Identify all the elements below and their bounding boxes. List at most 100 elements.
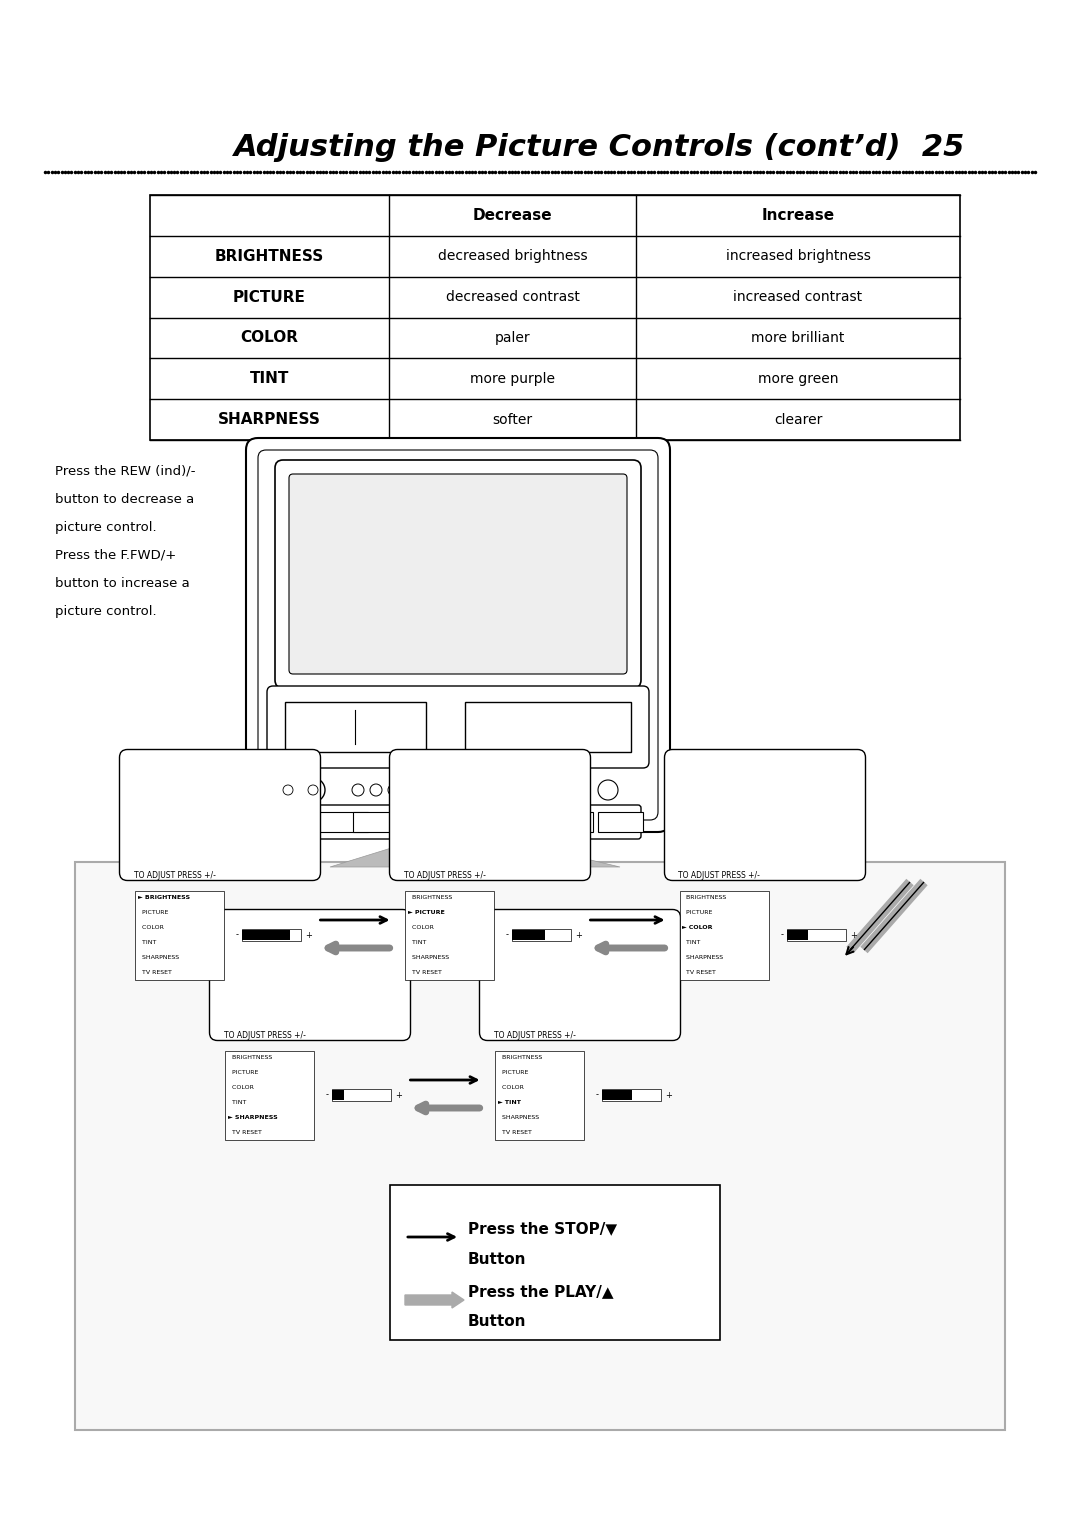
Bar: [242, 929, 301, 941]
Text: Press the REW (ind)/-: Press the REW (ind)/-: [55, 465, 195, 477]
Text: ► TINT: ► TINT: [498, 1100, 521, 1106]
Bar: [390, 1185, 720, 1340]
FancyBboxPatch shape: [246, 438, 670, 833]
Text: Press the STOP/▼: Press the STOP/▼: [468, 1222, 617, 1237]
Text: +: +: [576, 930, 582, 939]
Text: BRIGHTNESS: BRIGHTNESS: [407, 895, 451, 900]
FancyBboxPatch shape: [276, 816, 350, 833]
Text: PICTURE: PICTURE: [233, 290, 306, 305]
Text: softer: softer: [492, 413, 532, 427]
Text: +: +: [306, 930, 312, 939]
Text: button to increase a: button to increase a: [55, 576, 190, 590]
Text: SHARPNESS: SHARPNESS: [137, 955, 178, 959]
Bar: [353, 811, 403, 833]
Text: -: -: [235, 930, 239, 939]
Text: more green: more green: [758, 372, 838, 386]
Text: TINT: TINT: [407, 939, 426, 946]
Text: TINT: TINT: [683, 939, 701, 946]
Text: COLOR: COLOR: [228, 1086, 254, 1090]
Text: clearer: clearer: [773, 413, 822, 427]
Text: picture control.: picture control.: [55, 605, 157, 618]
FancyBboxPatch shape: [267, 686, 649, 769]
Text: Increase: Increase: [761, 207, 835, 223]
Bar: [603, 1090, 632, 1100]
Text: ► COLOR: ► COLOR: [683, 926, 713, 930]
Text: COLOR: COLOR: [241, 331, 298, 346]
Text: BRIGHTNESS: BRIGHTNESS: [498, 1055, 542, 1060]
Text: increased brightness: increased brightness: [726, 249, 870, 264]
FancyBboxPatch shape: [275, 461, 642, 688]
Text: SHARPNESS: SHARPNESS: [498, 1115, 539, 1119]
Text: +: +: [665, 1090, 672, 1100]
Text: Button: Button: [468, 1252, 527, 1266]
Bar: [787, 930, 808, 939]
Bar: [150, 195, 960, 441]
Text: -: -: [325, 1090, 328, 1100]
Text: TO ADJUST PRESS +/-: TO ADJUST PRESS +/-: [404, 871, 485, 880]
Text: PICTURE: PICTURE: [498, 1071, 528, 1075]
FancyBboxPatch shape: [480, 909, 680, 1040]
Bar: [225, 1051, 313, 1139]
Text: PICTURE: PICTURE: [137, 910, 167, 915]
Text: SHARPNESS: SHARPNESS: [218, 412, 321, 427]
Text: decreased brightness: decreased brightness: [437, 249, 588, 264]
Text: Decrease: Decrease: [473, 207, 552, 223]
Bar: [285, 702, 426, 752]
Text: more brilliant: more brilliant: [752, 331, 845, 345]
Text: ► SHARPNESS: ► SHARPNESS: [228, 1115, 278, 1119]
Text: picture control.: picture control.: [55, 522, 157, 534]
Text: TO ADJUST PRESS +/-: TO ADJUST PRESS +/-: [494, 1031, 576, 1040]
Text: ► BRIGHTNESS: ► BRIGHTNESS: [137, 895, 190, 900]
Text: SHARPNESS: SHARPNESS: [683, 955, 724, 959]
Text: COLOR: COLOR: [407, 926, 433, 930]
Bar: [135, 891, 224, 979]
Text: TV RESET: TV RESET: [498, 1130, 531, 1135]
Text: TINT: TINT: [137, 939, 156, 946]
Text: TV RESET: TV RESET: [683, 970, 716, 974]
FancyBboxPatch shape: [390, 749, 591, 880]
Bar: [598, 811, 643, 833]
Bar: [495, 1051, 583, 1139]
Text: TINT: TINT: [228, 1100, 246, 1106]
Text: COLOR: COLOR: [137, 926, 163, 930]
Text: -: -: [780, 930, 783, 939]
Text: Adjusting the Picture Controls (cont’d)  25: Adjusting the Picture Controls (cont’d) …: [234, 134, 966, 163]
Text: TV RESET: TV RESET: [137, 970, 172, 974]
FancyArrow shape: [405, 1292, 464, 1308]
Text: +: +: [395, 1090, 402, 1100]
Bar: [548, 811, 593, 833]
Text: TO ADJUST PRESS +/-: TO ADJUST PRESS +/-: [678, 871, 760, 880]
Bar: [679, 891, 769, 979]
Bar: [512, 929, 571, 941]
Text: button to decrease a: button to decrease a: [55, 493, 194, 506]
Polygon shape: [330, 833, 620, 868]
Text: PICTURE: PICTURE: [228, 1071, 258, 1075]
Bar: [603, 1089, 661, 1101]
Bar: [333, 1089, 391, 1101]
Text: SHARPNESS: SHARPNESS: [407, 955, 448, 959]
Bar: [405, 891, 494, 979]
Bar: [787, 929, 847, 941]
FancyBboxPatch shape: [120, 749, 321, 880]
Text: Press the F.FWD/+: Press the F.FWD/+: [55, 549, 176, 563]
Bar: [318, 811, 368, 833]
FancyBboxPatch shape: [664, 749, 865, 880]
Text: TV RESET: TV RESET: [228, 1130, 261, 1135]
Text: TO ADJUST PRESS +/-: TO ADJUST PRESS +/-: [134, 871, 215, 880]
Bar: [465, 702, 631, 752]
FancyBboxPatch shape: [210, 909, 410, 1040]
Bar: [75, 862, 1005, 1430]
Text: BRIGHTNESS: BRIGHTNESS: [228, 1055, 272, 1060]
Text: more purple: more purple: [470, 372, 555, 386]
FancyBboxPatch shape: [566, 816, 640, 833]
Bar: [242, 930, 289, 939]
Bar: [333, 1090, 345, 1100]
Text: Press the PLAY/▲: Press the PLAY/▲: [468, 1284, 613, 1299]
Text: +: +: [850, 930, 858, 939]
FancyBboxPatch shape: [258, 450, 658, 820]
Text: TO ADJUST PRESS +/-: TO ADJUST PRESS +/-: [224, 1031, 306, 1040]
Text: PICTURE: PICTURE: [683, 910, 713, 915]
Text: BRIGHTNESS: BRIGHTNESS: [215, 249, 324, 264]
Text: decreased contrast: decreased contrast: [446, 290, 579, 303]
FancyBboxPatch shape: [289, 474, 627, 674]
